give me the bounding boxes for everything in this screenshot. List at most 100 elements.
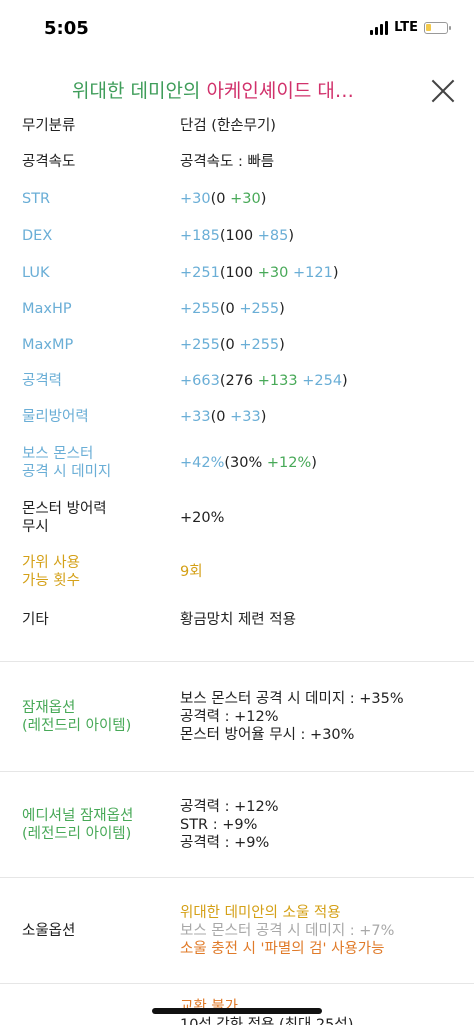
stat-total: +251 xyxy=(180,264,220,281)
stat-bonus: +133 xyxy=(257,373,298,389)
stat-row-ignore-defense: 몬스터 방어력 무시 +20% xyxy=(0,491,474,545)
stat-value: +30(0 +30) xyxy=(180,190,474,208)
stat-label: 공격력 xyxy=(22,373,63,389)
title-prefix: 위대한 데미안의 xyxy=(72,80,207,102)
stat-close-paren: ) xyxy=(311,455,317,471)
stat-close-paren: ) xyxy=(332,264,339,281)
stat-value: +33(0 +33) xyxy=(180,408,474,426)
stat-label: 보스 몬스터 공격 시 데미지 xyxy=(0,445,180,481)
additional-label-line: 에디셔널 잠재옵션 xyxy=(22,807,134,824)
stat-close-paren: ) xyxy=(260,409,267,425)
stat-value: 단검 (한손무기) xyxy=(180,118,276,134)
soul-section: 소울옵션 위대한 데미안의 소울 적용 보스 몬스터 공격 시 데미지 : +7… xyxy=(0,877,474,983)
stat-bonus: +30 xyxy=(230,190,261,207)
stat-label: 몬스터 방어력 무시 xyxy=(0,500,180,536)
additional-potential-section: 에디셔널 잠재옵션 (레전드리 아이템) 공격력 : +12% STR : +9… xyxy=(0,771,474,877)
stat-total: +255 xyxy=(180,337,220,353)
stat-label: LUK xyxy=(22,264,50,281)
stat-row-attack-speed: 공격속도 공격속도 : 빠름 xyxy=(0,144,474,180)
potential-label-line: 잠재옵션 xyxy=(22,699,76,716)
additional-potential-label: 에디셔널 잠재옵션 (레전드리 아이템) xyxy=(0,807,180,843)
status-time: 5:05 xyxy=(44,18,89,39)
stat-row-etc: 기타 황금망치 제련 적용 xyxy=(0,599,474,641)
stat-row-luk: LUK +251(100 +30 +121) xyxy=(0,254,474,291)
signal-icon xyxy=(370,20,389,35)
stat-bonus: +255 xyxy=(239,301,280,317)
stat-value: +251(100 +30 +121) xyxy=(180,264,474,282)
stat-close-paren: ) xyxy=(279,301,285,317)
stat-row-maxhp: MaxHP +255(0 +255) xyxy=(0,291,474,327)
stat-base: (0 xyxy=(219,301,240,317)
stat-star-bonus: +121 xyxy=(288,264,333,281)
stat-label-line: 가위 사용 xyxy=(22,555,80,571)
stat-star-bonus: +254 xyxy=(297,373,343,389)
item-header: 위대한 데미안의 아케인셰이드 대… xyxy=(0,60,474,118)
stat-base: (100 xyxy=(219,227,258,244)
stat-label-line: 무시 xyxy=(22,519,49,535)
status-bar: 5:05 LTE xyxy=(0,0,474,58)
stat-row-str: STR +30(0 +30) xyxy=(0,180,474,217)
stat-total: +663 xyxy=(180,373,220,389)
stat-base: (30% xyxy=(224,455,267,471)
stat-label: 기타 xyxy=(22,612,49,628)
stat-bonus: +85 xyxy=(257,227,289,244)
stat-total: +185 xyxy=(180,227,220,244)
battery-icon xyxy=(424,21,451,34)
potential-grade: (레전드리 아이템) xyxy=(22,717,132,734)
stat-row-dex: DEX +185(100 +85) xyxy=(0,217,474,254)
additional-potential-lines: 공격력 : +12% STR : +9% 공격력 : +9% xyxy=(180,798,474,852)
stat-label-line: 가능 횟수 xyxy=(22,573,80,589)
home-indicator[interactable] xyxy=(152,1008,322,1014)
stat-bonus: +30 xyxy=(257,264,289,281)
network-label: LTE xyxy=(394,20,418,35)
potential-line: 공격력 : +12% xyxy=(180,708,279,725)
stat-base: (0 xyxy=(210,190,231,207)
stat-row-defense: 물리방어력 +33(0 +33) xyxy=(0,399,474,435)
stat-row-attack: 공격력 +663(276 +133 +254) xyxy=(0,363,474,399)
starforce-info: 10성 강화 적용 (최대 25성) xyxy=(180,1017,354,1025)
stat-close-paren: ) xyxy=(260,190,267,207)
soul-skill: 소울 충전 시 '파멸의 검' 사용가능 xyxy=(180,940,385,957)
stat-base: (0 xyxy=(210,409,231,425)
potential-section: 잠재옵션 (레전드리 아이템) 보스 몬스터 공격 시 데미지 : +35% 공… xyxy=(0,661,474,771)
item-stats: 무기분류 단검 (한손무기) 공격속도 공격속도 : 빠름 STR +30(0 … xyxy=(0,108,474,1025)
additional-grade: (레전드리 아이템) xyxy=(22,825,132,842)
stat-row-scissors: 가위 사용 가능 횟수 9회 xyxy=(0,545,474,599)
stat-bonus: +33 xyxy=(230,409,261,425)
potential-line: 몬스터 방어율 무시 : +30% xyxy=(180,726,355,743)
stat-close-paren: ) xyxy=(342,373,348,389)
stat-base: (276 xyxy=(219,373,258,389)
stat-base: (100 xyxy=(219,264,258,281)
stat-bonus: +255 xyxy=(239,337,280,353)
potential-label: 잠재옵션 (레전드리 아이템) xyxy=(0,699,180,735)
close-button[interactable] xyxy=(430,78,456,104)
stat-value: +20% xyxy=(180,510,225,526)
stat-value: 공격속도 : 빠름 xyxy=(180,154,275,170)
soul-label: 소울옵션 xyxy=(22,922,76,939)
exchange-section: 교환 불가 10성 강화 적용 (최대 25성) xyxy=(0,983,474,1025)
additional-line: 공격력 : +9% xyxy=(180,834,270,851)
stat-row-weapon-type: 무기분류 단검 (한손무기) xyxy=(0,108,474,144)
potential-lines: 보스 몬스터 공격 시 데미지 : +35% 공격력 : +12% 몬스터 방어… xyxy=(180,690,474,744)
stat-close-paren: ) xyxy=(279,337,285,353)
stat-label: STR xyxy=(22,190,51,207)
stat-label-line: 공격 시 데미지 xyxy=(22,464,112,480)
stat-row-maxmp: MaxMP +255(0 +255) xyxy=(0,327,474,363)
stat-value: +255(0 +255) xyxy=(180,300,474,318)
stat-base: (0 xyxy=(219,337,240,353)
additional-line: STR : +9% xyxy=(180,816,258,833)
stat-value: 황금망치 제련 적용 xyxy=(180,612,296,628)
stat-total: +255 xyxy=(180,301,220,317)
soul-name: 위대한 데미안의 소울 적용 xyxy=(180,904,341,921)
stat-total: +33 xyxy=(180,409,211,425)
stat-value: +185(100 +85) xyxy=(180,227,474,245)
stat-total: +42% xyxy=(180,455,225,471)
stat-label: MaxMP xyxy=(22,337,74,353)
stat-label: MaxHP xyxy=(22,301,72,317)
stat-close-paren: ) xyxy=(288,227,295,244)
stat-label: 무기분류 xyxy=(22,118,76,134)
title-item-name: 아케인셰이드 대… xyxy=(206,80,354,102)
stat-value: +42%(30% +12%) xyxy=(180,454,474,472)
stat-value: 9회 xyxy=(180,564,203,580)
stat-label: 물리방어력 xyxy=(22,409,89,425)
